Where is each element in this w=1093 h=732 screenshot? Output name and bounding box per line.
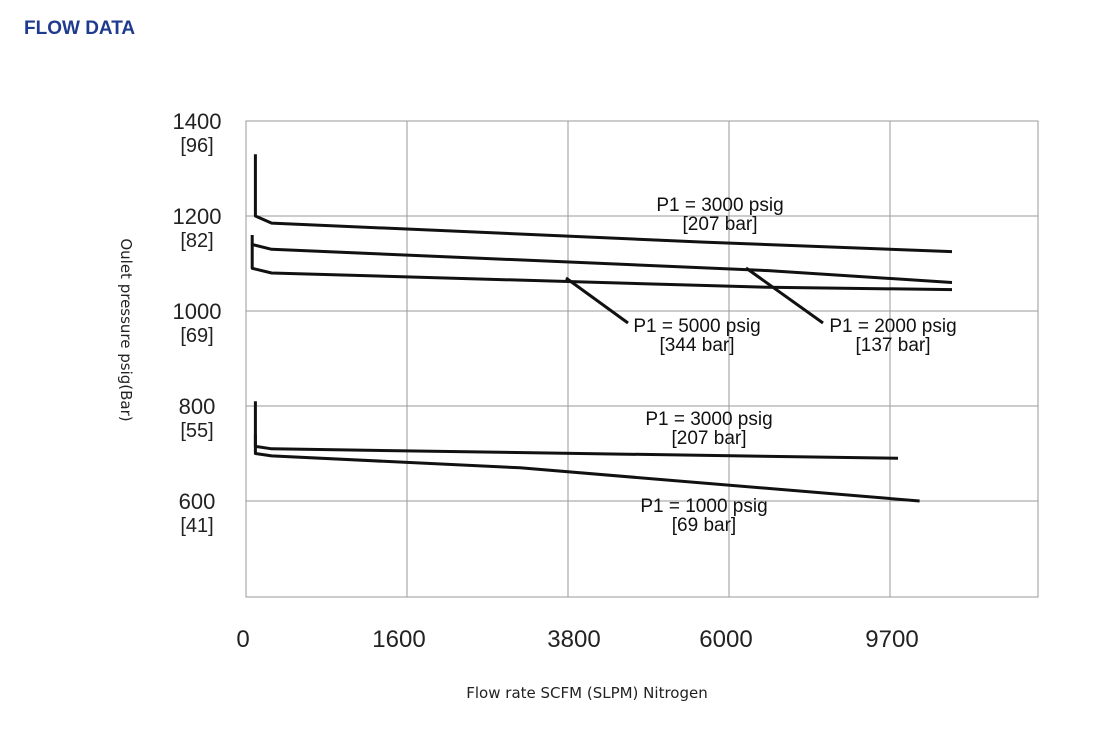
y-tick-sublabel: [69] [180, 325, 213, 347]
x-tick-label: 0 [236, 626, 249, 653]
series-line-4 [253, 401, 899, 460]
annotation-sublabel: [69 bar] [672, 515, 736, 536]
y-tick-sublabel: [41] [180, 515, 213, 537]
x-tick-label: 6000 [699, 626, 752, 653]
y-tick-label: 1200 [173, 204, 222, 229]
annotation-label: P1 = 1000 psig [640, 496, 767, 517]
annotation-label: P1 = 3000 psig [645, 409, 772, 430]
series-line-1 [253, 154, 953, 254]
y-tick-sublabel: [96] [180, 135, 213, 157]
chart-grid [245, 120, 1039, 598]
annotation-sublabel: [207 bar] [683, 214, 758, 235]
annotation-label: P1 = 5000 psig [633, 316, 760, 337]
y-tick-label: 1000 [173, 299, 222, 324]
y-tick-label: 800 [179, 394, 216, 419]
annotation-label: P1 = 3000 psig [656, 195, 783, 216]
y-axis-label: Oulet pressure psig(Bar) [117, 238, 135, 422]
y-tick-label: 600 [179, 489, 216, 514]
plot-frame [245, 120, 1039, 598]
series-line-5 [253, 434, 920, 503]
series-line-2 [250, 235, 953, 284]
annotation-sublabel: [344 bar] [660, 335, 735, 356]
y-tick-label: 1400 [173, 109, 222, 134]
chart-series [250, 154, 953, 503]
annotation-sublabel: [207 bar] [672, 428, 747, 449]
leader-line-2000 [745, 266, 824, 325]
page-title: FLOW DATA [24, 18, 136, 39]
x-tick-label: 1600 [372, 626, 425, 653]
y-tick-sublabel: [55] [180, 420, 213, 442]
chart-annotations: P1 = 3000 psig[207 bar]P1 = 5000 psig[34… [633, 195, 956, 536]
y-tick-sublabel: [82] [180, 230, 213, 252]
annotation-label: P1 = 2000 psig [829, 316, 956, 337]
x-tick-labels: 0 1600 3800 6000 9700 [236, 626, 918, 653]
annotation-leaders [565, 266, 824, 325]
series-line-3 [250, 244, 953, 292]
x-tick-label: 9700 [865, 626, 918, 653]
x-tick-label: 3800 [547, 626, 600, 653]
y-tick-labels: 1400[96] 1200[82] 1000[69] 800[55] 600[41] [173, 109, 222, 537]
x-axis-label: Flow rate SCFM (SLPM) Nitrogen [466, 684, 708, 702]
leader-line-5000 [565, 276, 629, 325]
annotation-sublabel: [137 bar] [856, 335, 931, 356]
